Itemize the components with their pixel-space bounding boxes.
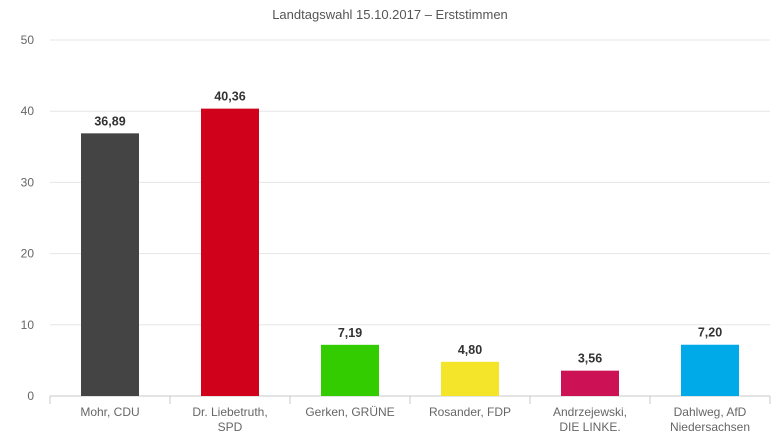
x-tick-label-line: Dahlweg, AfD bbox=[674, 405, 747, 419]
x-tick-label: Gerken, GRÜNE bbox=[305, 405, 394, 419]
chart-subtitle: Landtagswahl 15.10.2017 – Erststimmen bbox=[272, 7, 508, 22]
bar bbox=[441, 361, 499, 396]
bar bbox=[81, 133, 139, 396]
x-tick-label-line: SPD bbox=[218, 420, 243, 434]
x-tick-label-line: Mohr, CDU bbox=[80, 405, 139, 419]
x-tick-label-line: Andrzejewski, bbox=[553, 405, 627, 419]
data-label: 7,19 bbox=[338, 326, 362, 340]
bar bbox=[201, 108, 259, 396]
data-label: 7,20 bbox=[698, 326, 722, 340]
x-tick-label: Dahlweg, AfD Niedersachsen bbox=[670, 405, 750, 434]
x-tick-label: Andrzejewski, DIE LINKE. bbox=[553, 405, 627, 434]
y-tick-label: 50 bbox=[21, 33, 35, 47]
data-label: 40,36 bbox=[214, 90, 245, 104]
y-tick-label: 40 bbox=[21, 104, 35, 118]
x-tick-label: Mohr, CDU bbox=[80, 405, 139, 419]
x-tick-label-line: Dr. Liebetruth, bbox=[192, 405, 267, 419]
x-tick-label-line: Rosander, FDP bbox=[429, 405, 511, 419]
x-tick-label: Rosander, FDP bbox=[429, 405, 511, 419]
y-tick-label: 30 bbox=[21, 175, 35, 189]
x-tick-label-line: DIE LINKE. bbox=[559, 420, 620, 434]
data-label: 36,89 bbox=[94, 114, 125, 128]
y-tick-label: 0 bbox=[27, 389, 34, 403]
y-tick-label: 20 bbox=[21, 247, 35, 261]
x-tick-label: Dr. Liebetruth, SPD bbox=[192, 405, 267, 434]
bar bbox=[681, 344, 739, 396]
bar bbox=[321, 344, 379, 396]
bar bbox=[561, 370, 619, 396]
x-tick-label-line: Niedersachsen bbox=[670, 420, 750, 434]
data-label: 4,80 bbox=[458, 343, 482, 357]
x-tick-label-line: Gerken, GRÜNE bbox=[305, 405, 394, 419]
data-label: 3,56 bbox=[578, 352, 602, 366]
y-tick-label: 10 bbox=[21, 318, 35, 332]
